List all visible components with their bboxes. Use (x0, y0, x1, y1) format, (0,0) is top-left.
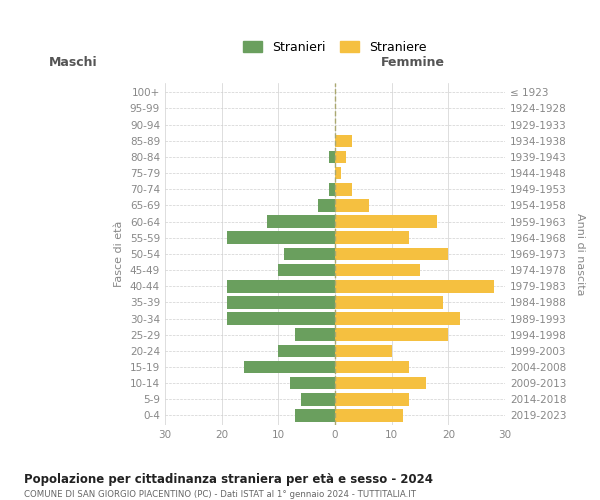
Bar (278, 344, 335, 357)
Bar (295, 409, 335, 422)
Bar (227, 312, 335, 325)
Bar (244, 360, 335, 374)
Bar (335, 280, 494, 292)
Bar (335, 312, 460, 325)
Bar (335, 360, 409, 374)
Bar (335, 232, 409, 244)
Bar (335, 264, 420, 276)
Bar (284, 248, 335, 260)
Bar (335, 167, 341, 179)
Bar (227, 296, 335, 308)
Bar (335, 296, 443, 308)
Bar (335, 328, 448, 341)
Bar (335, 248, 448, 260)
Bar (290, 377, 335, 390)
Bar (329, 183, 335, 196)
Bar (335, 134, 352, 147)
Bar (227, 232, 335, 244)
Bar (335, 183, 352, 196)
Bar (227, 280, 335, 292)
Bar (335, 150, 346, 164)
Bar (335, 377, 425, 390)
Bar (335, 409, 403, 422)
Y-axis label: Fasce di età: Fasce di età (114, 220, 124, 287)
Y-axis label: Anni di nascita: Anni di nascita (575, 212, 585, 295)
Text: Popolazione per cittadinanza straniera per età e sesso - 2024: Popolazione per cittadinanza straniera p… (24, 472, 433, 486)
Bar (335, 393, 409, 406)
Legend: Stranieri, Straniere: Stranieri, Straniere (243, 41, 427, 54)
Bar (335, 199, 369, 211)
Bar (329, 150, 335, 164)
Text: COMUNE DI SAN GIORGIO PIACENTINO (PC) - Dati ISTAT al 1° gennaio 2024 - TUTTITAL: COMUNE DI SAN GIORGIO PIACENTINO (PC) - … (24, 490, 416, 499)
Bar (278, 264, 335, 276)
Bar (267, 216, 335, 228)
Bar (295, 328, 335, 341)
Text: Femmine: Femmine (381, 56, 445, 69)
Bar (301, 393, 335, 406)
Text: Maschi: Maschi (49, 56, 97, 69)
Bar (335, 216, 437, 228)
Bar (335, 344, 392, 357)
Bar (318, 199, 335, 211)
